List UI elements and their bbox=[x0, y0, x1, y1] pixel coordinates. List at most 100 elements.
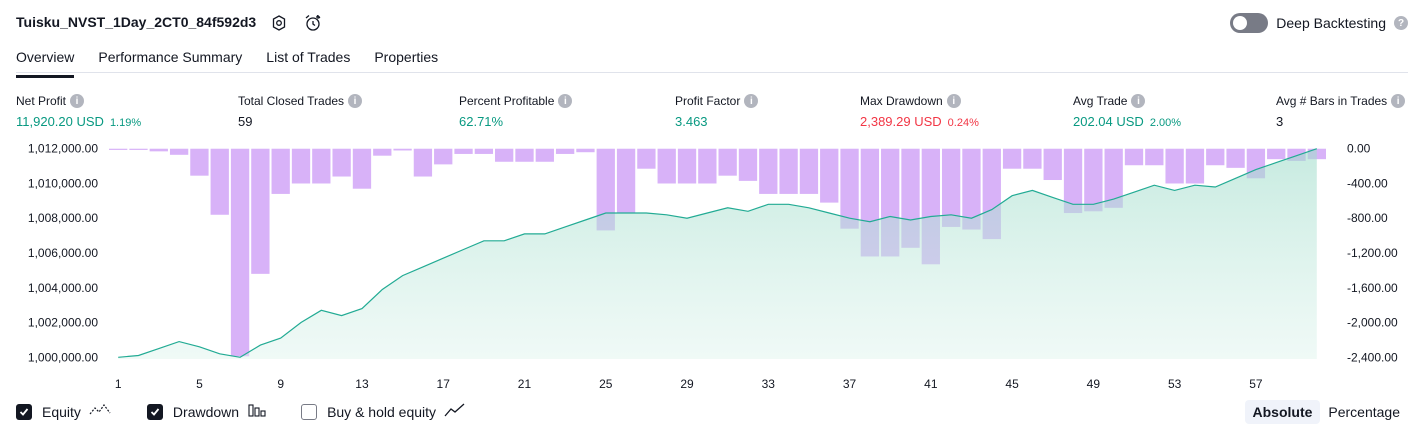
info-icon[interactable]: i bbox=[946, 94, 961, 108]
x-axis-tick: 25 bbox=[599, 377, 613, 391]
x-axis-tick: 9 bbox=[277, 377, 284, 391]
right-axis-tick: -400.00 bbox=[1347, 176, 1388, 190]
tab-performance-summary[interactable]: Performance Summary bbox=[98, 49, 243, 65]
drawdown-bar bbox=[413, 148, 433, 177]
drawdown-bar bbox=[454, 148, 473, 154]
drawdown-bar bbox=[169, 148, 189, 155]
drawdown-bar bbox=[1185, 148, 1205, 184]
info-icon[interactable]: i bbox=[1391, 94, 1406, 108]
metric-label: Avg Trade bbox=[1073, 94, 1128, 108]
absolute-button[interactable]: Absolute bbox=[1244, 400, 1321, 424]
x-axis-tick: 53 bbox=[1168, 377, 1182, 391]
right-axis-tick: -1,200.00 bbox=[1347, 246, 1398, 260]
right-axis-tick: -800.00 bbox=[1347, 211, 1388, 225]
drawdown-checkbox[interactable] bbox=[146, 403, 163, 420]
drawdown-bar bbox=[738, 148, 758, 181]
metric-label: Percent Profitable bbox=[459, 94, 555, 108]
left-axis-tick: 1,008,000.00 bbox=[28, 211, 98, 225]
drawdown-bar bbox=[759, 148, 778, 194]
equity-area bbox=[118, 148, 1317, 359]
x-axis-tick: 57 bbox=[1249, 377, 1263, 391]
info-icon[interactable]: i bbox=[1131, 94, 1146, 108]
drawdown-bar bbox=[352, 148, 372, 189]
x-axis-tick: 49 bbox=[1087, 377, 1101, 391]
right-axis-tick: -2,000.00 bbox=[1347, 316, 1398, 330]
buy-hold-checkbox[interactable] bbox=[301, 403, 318, 420]
drawdown-bar bbox=[393, 148, 412, 151]
info-icon[interactable]: i bbox=[348, 94, 363, 108]
metric-profit-factor: Profit Factor i 3.463 bbox=[675, 94, 759, 129]
drawdown-bar bbox=[129, 148, 148, 150]
percentage-button[interactable]: Percentage bbox=[1328, 404, 1400, 420]
metric-avg-trade: Avg Trade i 202.04 USD 2.00% bbox=[1073, 94, 1181, 129]
drawdown-bar bbox=[820, 148, 839, 203]
metric-value: 11,920.20 USD bbox=[16, 114, 104, 129]
drawdown-bar bbox=[312, 148, 331, 184]
drawdown-bar bbox=[677, 148, 697, 184]
drawdown-bar bbox=[495, 148, 514, 162]
left-axis-tick: 1,010,000.00 bbox=[28, 176, 98, 190]
metric-value: 2,389.29 USD bbox=[860, 114, 942, 129]
drawdown-bar bbox=[799, 148, 819, 194]
metric-percent: 2.00% bbox=[1149, 117, 1182, 129]
drawdown-bar bbox=[637, 148, 656, 169]
x-axis-tick: 5 bbox=[196, 377, 203, 391]
metric-label: Profit Factor bbox=[675, 94, 741, 108]
left-axis-tick: 1,000,000.00 bbox=[28, 350, 98, 364]
drawdown-bar bbox=[1267, 148, 1286, 160]
deep-backtesting-toggle[interactable] bbox=[1230, 13, 1269, 33]
metric-net-profit: Net Profit i 11,920.20 USD 1.19% bbox=[16, 94, 141, 129]
drawdown-bar bbox=[1307, 148, 1326, 160]
tab-list-of-trades[interactable]: List of Trades bbox=[266, 49, 351, 65]
left-axis-tick: 1,012,000.00 bbox=[28, 142, 98, 156]
left-axis-tick: 1,002,000.00 bbox=[28, 316, 98, 330]
info-icon[interactable]: i bbox=[70, 94, 85, 108]
left-axis-tick: 1,006,000.00 bbox=[28, 246, 98, 260]
info-icon[interactable]: i bbox=[744, 94, 759, 108]
drawdown-bar bbox=[1165, 148, 1184, 184]
metric-label: Net Profit bbox=[16, 94, 67, 108]
alarm-clock-plus-icon[interactable] bbox=[303, 13, 323, 38]
buy-hold-line-icon bbox=[444, 402, 468, 421]
drawdown-bar bbox=[941, 148, 961, 227]
metric-total-closed-trades: Total Closed Trades i 59 bbox=[238, 94, 363, 129]
drawdown-bar bbox=[1104, 148, 1123, 208]
metric-label: Avg # Bars in Trades bbox=[1276, 94, 1388, 108]
deep-backtesting-label: Deep Backtesting bbox=[1276, 15, 1386, 31]
drawdown-bar bbox=[962, 148, 981, 230]
equity-line bbox=[118, 148, 1317, 358]
equity-drawdown-chart[interactable]: 1,012,000.00 1,010,000.00 1,008,000.00 1,00… bbox=[0, 135, 1424, 395]
metric-value: 59 bbox=[238, 114, 253, 129]
drawdown-bar bbox=[698, 148, 717, 184]
info-icon[interactable]: i bbox=[558, 94, 573, 108]
metric-value: 3 bbox=[1276, 114, 1284, 129]
equity-checkbox[interactable] bbox=[16, 403, 32, 420]
scale-toggle: Absolute Percentage bbox=[1244, 400, 1409, 424]
gear-icon[interactable] bbox=[270, 14, 288, 37]
metric-percent: 0.24% bbox=[947, 117, 979, 129]
drawdown-bar bbox=[840, 148, 859, 229]
x-axis-tick: 45 bbox=[1005, 377, 1019, 391]
metric-avg-bars: Avg # Bars in Trades i 3 bbox=[1276, 94, 1406, 129]
drawdown-bar bbox=[271, 148, 290, 194]
drawdown-bar bbox=[434, 148, 453, 165]
drawdown-bar bbox=[535, 148, 554, 162]
drawdown-bar bbox=[149, 148, 168, 152]
metric-max-drawdown: Max Drawdown i 2,389.29 USD 0.24% bbox=[860, 94, 979, 129]
drawdown-bar bbox=[1023, 148, 1042, 169]
metric-value: 62.71% bbox=[459, 114, 504, 129]
tab-properties[interactable]: Properties bbox=[374, 49, 439, 65]
right-axis-tick: 0.00 bbox=[1347, 142, 1371, 156]
help-icon[interactable]: ? bbox=[1394, 16, 1408, 30]
drawdown-bar bbox=[1043, 148, 1062, 181]
drawdown-bar bbox=[1145, 148, 1164, 166]
drawdown-bar bbox=[1002, 148, 1022, 169]
x-axis-tick: 13 bbox=[355, 377, 369, 391]
left-axis-tick: 1,004,000.00 bbox=[28, 281, 98, 295]
metric-label: Total Closed Trades bbox=[238, 94, 345, 108]
drawdown-bar bbox=[1084, 148, 1103, 212]
strategy-title: Tuisku_NVST_1Day_2CT0_84f592d3 bbox=[16, 14, 257, 30]
metric-percent-profitable: Percent Profitable i 62.71% bbox=[459, 94, 573, 129]
tab-overview[interactable]: Overview bbox=[16, 49, 75, 78]
drawdown-bar bbox=[474, 148, 494, 154]
